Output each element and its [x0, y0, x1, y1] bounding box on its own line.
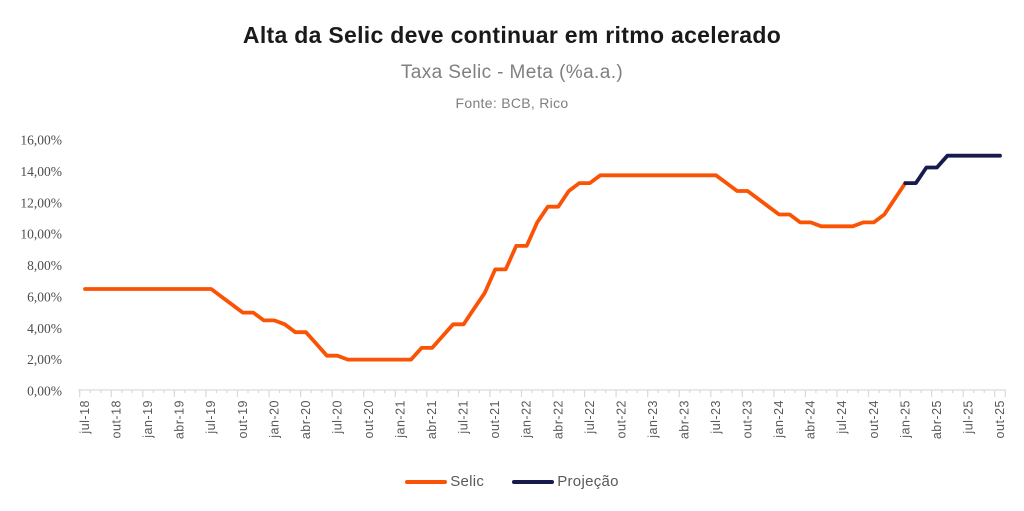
legend-label-selic: Selic: [450, 473, 485, 490]
chart-subtitle: Taxa Selic - Meta (%a.a.): [400, 62, 624, 83]
svg-text:out-20: out-20: [362, 400, 376, 438]
svg-text:12,00%: 12,00%: [20, 195, 62, 210]
svg-text:abr-21: abr-21: [425, 400, 439, 439]
svg-text:out-18: out-18: [110, 400, 124, 438]
legend-item-projecao: Projeção: [512, 473, 619, 490]
legend-item-selic: Selic: [405, 473, 484, 490]
svg-text:out-23: out-23: [741, 400, 755, 438]
svg-text:abr-25: abr-25: [930, 400, 944, 439]
svg-text:0,00%: 0,00%: [27, 384, 62, 399]
chart-title: Alta da Selic deve continuar em ritmo ac…: [242, 22, 782, 48]
svg-text:out-19: out-19: [236, 400, 250, 438]
svg-text:16,00%: 16,00%: [20, 133, 62, 148]
svg-text:8,00%: 8,00%: [27, 258, 62, 273]
svg-text:jul-21: jul-21: [457, 400, 471, 435]
svg-text:abr-24: abr-24: [804, 400, 818, 439]
svg-text:jul-24: jul-24: [835, 400, 849, 435]
svg-text:jul-23: jul-23: [709, 400, 723, 435]
chart-legend: Selic Projeção: [0, 473, 1024, 490]
svg-text:out-22: out-22: [614, 400, 628, 438]
svg-text:10,00%: 10,00%: [20, 227, 62, 242]
svg-text:jul-20: jul-20: [330, 400, 344, 435]
svg-text:abr-23: abr-23: [678, 400, 692, 439]
chart-source: Fonte: BCB, Rico: [455, 95, 569, 111]
svg-text:jan-23: jan-23: [646, 400, 660, 439]
svg-text:jan-22: jan-22: [520, 400, 534, 439]
legend-label-projecao: Projeção: [557, 473, 619, 490]
svg-text:jan-21: jan-21: [394, 400, 408, 439]
svg-text:6,00%: 6,00%: [27, 289, 62, 304]
svg-text:14,00%: 14,00%: [20, 164, 62, 179]
svg-text:abr-19: abr-19: [173, 400, 187, 439]
svg-text:jul-19: jul-19: [204, 400, 218, 435]
svg-text:4,00%: 4,00%: [27, 321, 62, 336]
svg-text:jul-22: jul-22: [583, 400, 597, 435]
svg-text:2,00%: 2,00%: [27, 352, 62, 367]
svg-text:out-25: out-25: [993, 400, 1007, 438]
svg-text:jan-25: jan-25: [898, 400, 912, 439]
svg-text:jul-25: jul-25: [961, 400, 975, 435]
svg-text:jan-19: jan-19: [141, 400, 155, 439]
svg-text:jul-18: jul-18: [78, 400, 92, 435]
svg-text:out-21: out-21: [488, 400, 502, 438]
svg-text:jan-24: jan-24: [772, 400, 786, 439]
svg-text:out-24: out-24: [867, 400, 881, 438]
svg-text:jan-20: jan-20: [267, 400, 281, 439]
svg-text:abr-22: abr-22: [551, 400, 565, 439]
svg-text:abr-20: abr-20: [299, 400, 313, 439]
selic-line-swatch-icon: [405, 479, 448, 484]
projecao-line-swatch-icon: [512, 479, 555, 484]
